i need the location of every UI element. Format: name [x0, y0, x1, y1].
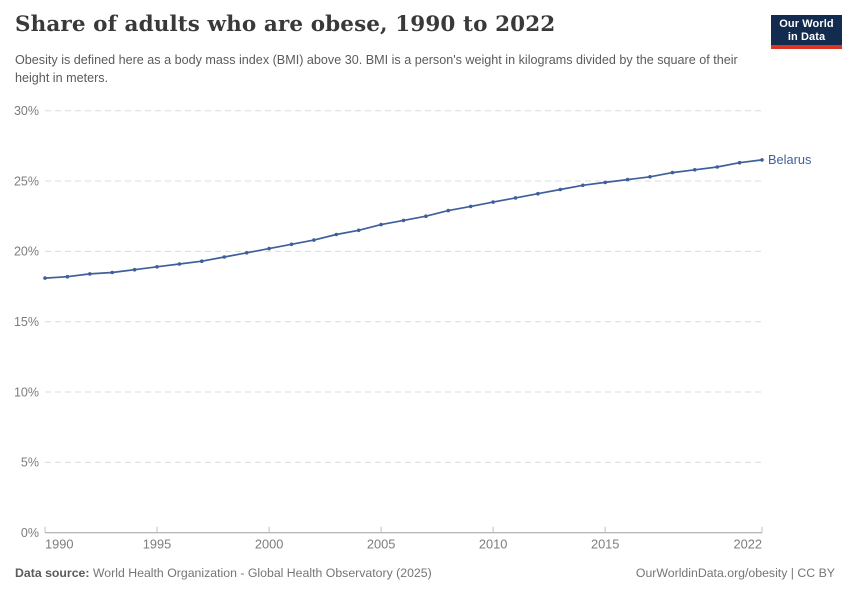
data-point-marker	[65, 274, 70, 279]
x-axis-tick-label: 2000	[255, 537, 283, 552]
series-line-belarus[interactable]: Belarus	[43, 152, 811, 280]
chart-footer: Data source: World Health Organization -…	[15, 566, 835, 580]
data-point-marker	[468, 204, 473, 209]
data-point-marker	[760, 158, 764, 162]
data-point-marker	[110, 270, 114, 275]
page-title: Share of adults who are obese, 1990 to 2…	[15, 12, 556, 37]
data-source-value: World Health Organization - Global Healt…	[92, 566, 432, 580]
data-point-marker	[581, 183, 585, 188]
x-axis-tick-label: 2005	[367, 537, 395, 552]
data-point-marker	[356, 228, 361, 233]
data-point-marker	[648, 175, 652, 179]
data-point-marker	[625, 177, 630, 182]
footer-link[interactable]: OurWorldinData.org/obesity | CC BY	[635, 566, 835, 580]
series-entity-label[interactable]: Belarus	[768, 152, 811, 167]
data-point-marker	[177, 262, 182, 266]
x-axis-tick-label: 2010	[479, 537, 507, 552]
data-point-marker	[715, 165, 719, 169]
x-axis-tick-label: 2022	[734, 537, 762, 552]
y-axis-tick-label: 30%	[14, 104, 39, 118]
y-axis-tick-label: 5%	[21, 456, 39, 470]
data-point-marker	[200, 259, 204, 264]
y-axis-tick-label: 20%	[14, 245, 39, 259]
y-axis-tick-label: 0%	[21, 526, 39, 540]
data-point-marker	[401, 218, 406, 223]
data-point-marker	[491, 200, 495, 204]
data-point-marker	[379, 222, 383, 227]
x-axis-tick-label: 2015	[591, 537, 619, 552]
x-axis-tick-label: 1995	[143, 537, 171, 552]
data-point-marker	[312, 238, 316, 242]
data-source: Data source: World Health Organization -…	[15, 566, 432, 580]
data-point-marker	[222, 255, 227, 259]
x-axis-tick-label: 1990	[45, 537, 73, 552]
data-point-marker	[670, 170, 675, 175]
data-point-marker	[132, 267, 137, 272]
data-point-marker	[43, 276, 47, 280]
data-point-marker	[446, 208, 451, 213]
owid-logo[interactable]: Our World in Data	[771, 15, 842, 49]
data-source-label: Data source:	[15, 566, 90, 580]
y-axis-tick-label: 15%	[14, 315, 39, 329]
data-point-marker	[155, 265, 159, 269]
data-point-marker	[513, 196, 518, 200]
data-point-marker	[267, 246, 271, 251]
data-point-marker	[603, 180, 607, 185]
data-point-marker	[88, 272, 92, 276]
data-point-marker	[244, 251, 249, 255]
owid-logo-line1: Our World	[779, 18, 834, 30]
owid-logo-line2: in Data	[787, 30, 826, 43]
data-point-marker	[693, 168, 697, 172]
data-point-marker	[334, 232, 339, 237]
chart-subtitle: Obesity is defined here as a body mass i…	[15, 53, 738, 85]
y-axis-tick-label: 25%	[14, 174, 39, 188]
data-point-marker	[558, 187, 563, 192]
data-point-marker	[289, 242, 294, 247]
y-axis-tick-label: 10%	[14, 385, 39, 399]
data-point-marker	[424, 214, 428, 218]
data-point-marker	[737, 160, 742, 165]
data-point-marker	[536, 191, 540, 196]
